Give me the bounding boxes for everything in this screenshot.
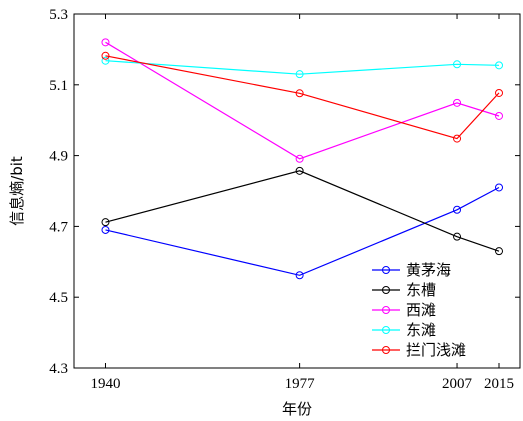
data-point xyxy=(295,271,304,280)
data-point xyxy=(295,89,304,98)
data-point xyxy=(495,183,504,192)
legend-item: 拦门浅滩 xyxy=(372,341,466,359)
data-point xyxy=(453,98,462,107)
data-point xyxy=(495,111,504,120)
series-line xyxy=(105,41,500,160)
y-tick-label: 4.9 xyxy=(49,149,68,165)
data-point xyxy=(295,70,304,79)
legend-label: 黄茅海 xyxy=(406,261,451,279)
plot-area-frame xyxy=(73,13,521,369)
legend-marker xyxy=(382,346,390,354)
legend-item: 黄茅海 xyxy=(372,261,451,279)
data-point xyxy=(495,88,504,97)
series-line xyxy=(105,170,500,252)
series-line xyxy=(105,55,500,140)
axis-ticks xyxy=(74,13,520,369)
series-东滩 xyxy=(101,56,504,79)
data-point xyxy=(101,56,110,65)
legend-item: 西滩 xyxy=(372,301,436,319)
legend-label: 西滩 xyxy=(406,301,436,319)
data-point xyxy=(101,51,110,60)
x-tick-label: 2015 xyxy=(484,376,514,392)
series-layer xyxy=(101,38,504,280)
y-tick-label: 5.3 xyxy=(49,7,68,23)
y-tick-label: 4.3 xyxy=(49,361,68,377)
y-tick-labels: 4.3 4.5 4.7 4.9 5.1 5.3 xyxy=(49,7,68,377)
legend-marker xyxy=(382,306,390,314)
legend-marker xyxy=(382,286,390,294)
data-point xyxy=(495,247,504,256)
data-point xyxy=(295,166,304,175)
legend-label: 拦门浅滩 xyxy=(406,341,466,359)
legend-marker xyxy=(382,266,390,274)
series-东槽 xyxy=(101,166,504,256)
series-拦门浅滩 xyxy=(101,51,504,143)
series-line xyxy=(105,60,500,75)
legend-marker xyxy=(382,326,390,334)
legend-label: 东槽 xyxy=(406,281,436,299)
series-西滩 xyxy=(101,38,504,163)
y-tick-label: 5.1 xyxy=(49,78,68,94)
x-tick-label: 2007 xyxy=(442,376,473,392)
legend-item: 东滩 xyxy=(372,321,436,339)
x-tick-label: 1940 xyxy=(90,376,120,392)
data-point xyxy=(453,232,462,241)
x-tick-labels: 1940 1977 2007 2015 xyxy=(90,376,514,392)
data-point xyxy=(295,154,304,163)
y-axis-title: 信息熵/bit xyxy=(8,156,26,226)
legend-item: 东槽 xyxy=(372,281,436,299)
y-tick-label: 4.7 xyxy=(49,219,68,235)
series-黄茅海 xyxy=(101,183,504,280)
legend-label: 东滩 xyxy=(406,321,436,339)
data-point xyxy=(495,61,504,70)
data-point xyxy=(101,218,110,227)
data-point xyxy=(453,60,462,69)
y-tick-label: 4.5 xyxy=(49,290,68,306)
data-point xyxy=(453,205,462,214)
x-tick-label: 1977 xyxy=(285,376,316,392)
data-point xyxy=(453,134,462,143)
data-point xyxy=(101,225,110,234)
data-point xyxy=(101,38,110,47)
x-axis-title: 年份 xyxy=(282,400,312,418)
series-line xyxy=(105,186,500,276)
